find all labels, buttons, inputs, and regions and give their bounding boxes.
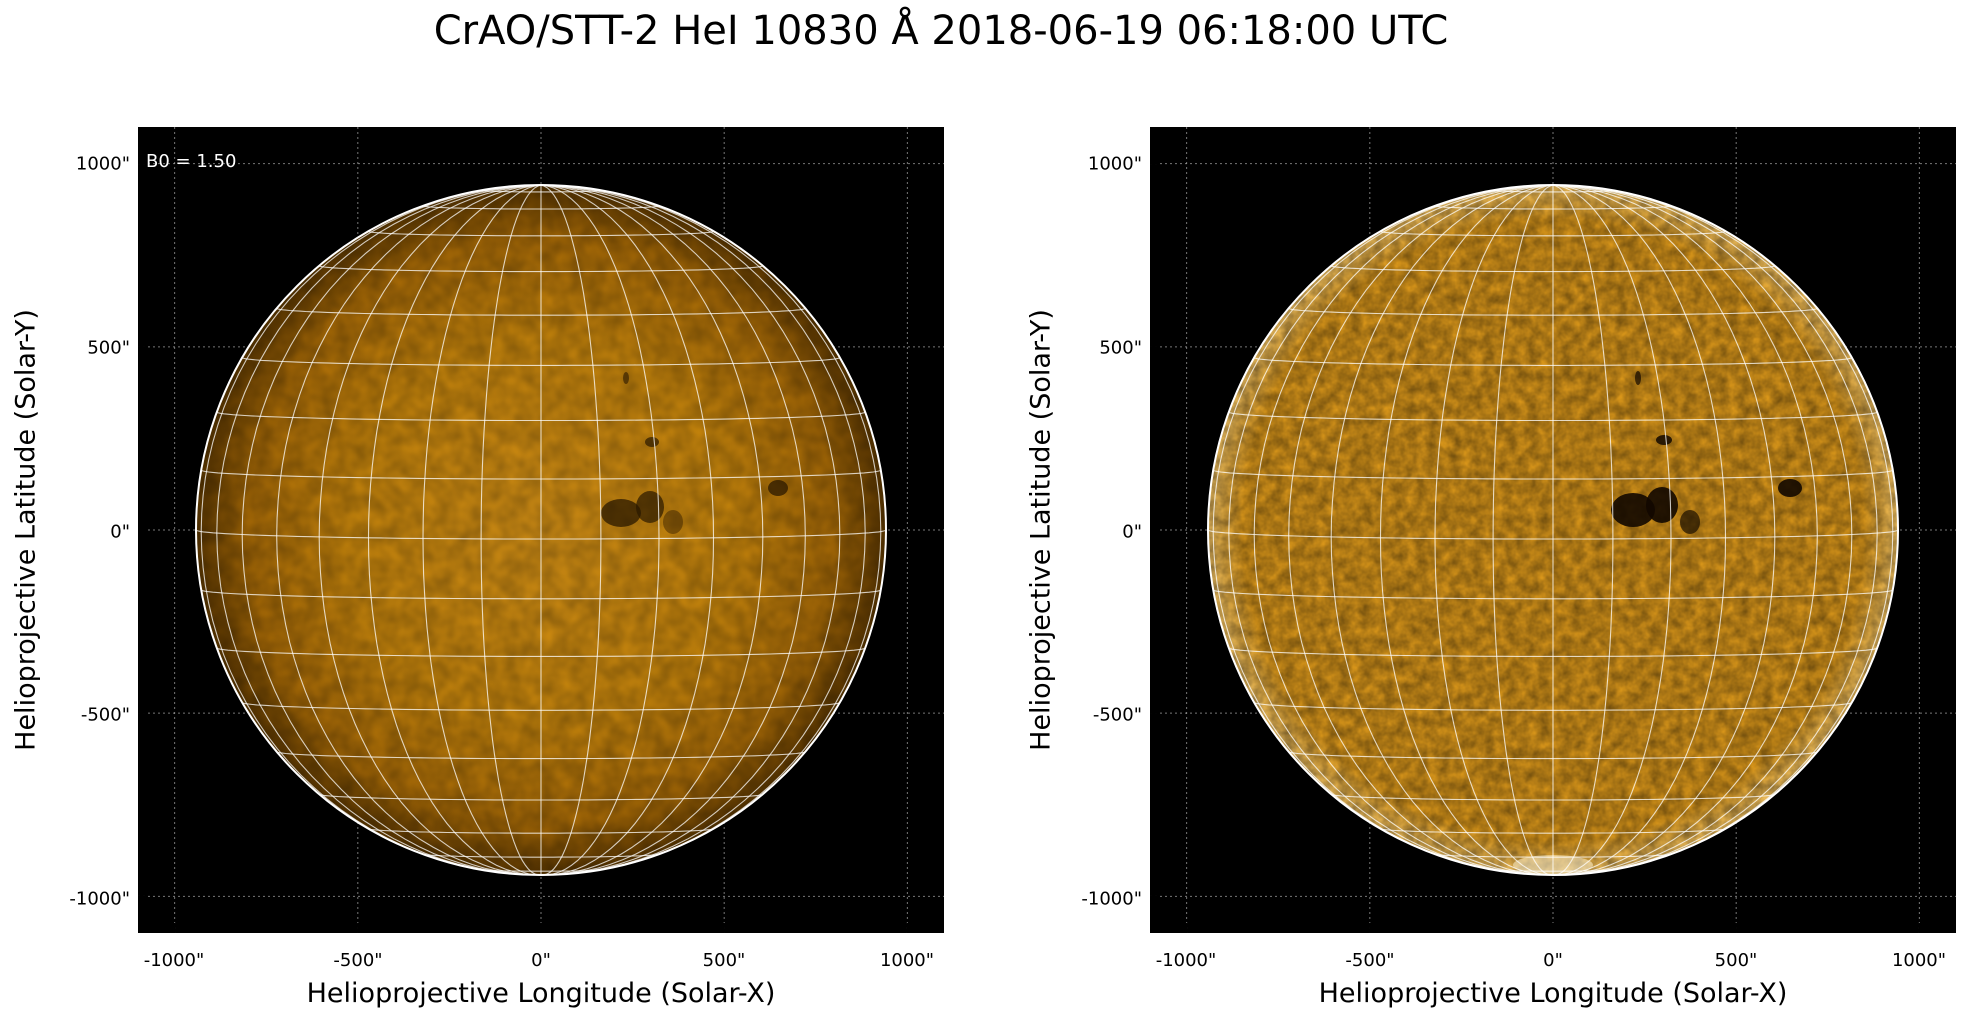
latitude-line: [1253, 702, 1853, 711]
latitude-line: [318, 793, 764, 801]
latitude-line: [241, 702, 841, 711]
y-tick-label: -1000": [69, 888, 130, 910]
solar-disk-plot-right: [1150, 127, 1956, 933]
latitude-line: [1228, 411, 1878, 422]
latitude-line: [241, 357, 841, 366]
x-tick-label: -500": [333, 950, 383, 971]
latitude-line: [1288, 307, 1818, 316]
latitude-line: [1434, 205, 1672, 210]
x-tick-label: 0": [531, 950, 551, 971]
y-axis-label: Helioprojective Latitude (Solar-Y): [1025, 309, 1057, 751]
y-tick-label: -500": [1092, 704, 1142, 726]
x-tick-label: 500": [1714, 950, 1758, 971]
latitude-line: [196, 529, 886, 540]
y-tick-label: 0": [1122, 521, 1142, 543]
latitude-line: [1228, 647, 1878, 657]
latitude-line: [422, 205, 660, 210]
latitude-line: [318, 265, 764, 273]
solar-disk-plot-left: [138, 127, 944, 933]
x-tick-label: 500": [702, 950, 746, 971]
x-tick-label: -500": [1345, 950, 1395, 971]
latitude-line: [200, 469, 882, 480]
latitude-line: [1434, 853, 1672, 858]
figure-title: CrAO/STT-2 HeI 10830 Å 2018-06-19 06:18:…: [433, 8, 1449, 54]
x-tick-label: -1000": [1155, 950, 1217, 971]
y-tick-label: 1000": [75, 153, 130, 175]
latitude-line: [1330, 265, 1776, 273]
y-tick-label: 500": [87, 337, 130, 359]
x-axis-label: Helioprojective Longitude (Solar-X): [1318, 978, 1788, 1009]
x-tick-label: 1000": [879, 950, 935, 971]
solar-limb: [195, 184, 887, 876]
y-tick-label: -1000": [1081, 888, 1142, 910]
latitude-line: [216, 647, 866, 657]
active-regions: [601, 372, 788, 534]
solar-image-right: [1150, 127, 1956, 933]
latitude-line: [1208, 529, 1898, 540]
latitude-line: [276, 307, 806, 316]
latitude-line: [1330, 793, 1776, 801]
x-tick-label: 0": [1543, 950, 1563, 971]
x-tick-label: 1000": [1891, 950, 1947, 971]
latitude-line: [1212, 469, 1894, 480]
latitude-line: [368, 828, 714, 834]
y-tick-label: 500": [1099, 337, 1142, 359]
solar-image-left: [138, 127, 944, 933]
latitude-line: [422, 853, 660, 858]
latitude-line: [276, 751, 806, 760]
latitude-line: [216, 411, 866, 422]
y-tick-label: -500": [80, 704, 130, 726]
latitude-line: [1492, 189, 1614, 193]
y-tick-label: 1000": [1087, 153, 1142, 175]
y-axis-label: Helioprojective Latitude (Solar-Y): [10, 309, 42, 751]
x-axis-label: Helioprojective Longitude (Solar-X): [306, 978, 776, 1009]
latitude-line: [1380, 230, 1726, 237]
x-tick-label: -1000": [143, 950, 205, 971]
latitude-line: [1288, 751, 1818, 760]
b0-annotation: B0 = 1.50: [146, 151, 237, 172]
latitude-line: [480, 189, 602, 193]
latitude-line: [1212, 589, 1894, 600]
latitude-line: [200, 589, 882, 600]
y-tick-label: 0": [110, 521, 130, 543]
solar-limb: [1207, 184, 1899, 876]
latitude-line: [368, 230, 714, 237]
latitude-line: [1380, 828, 1726, 834]
latitude-line: [1253, 357, 1853, 366]
